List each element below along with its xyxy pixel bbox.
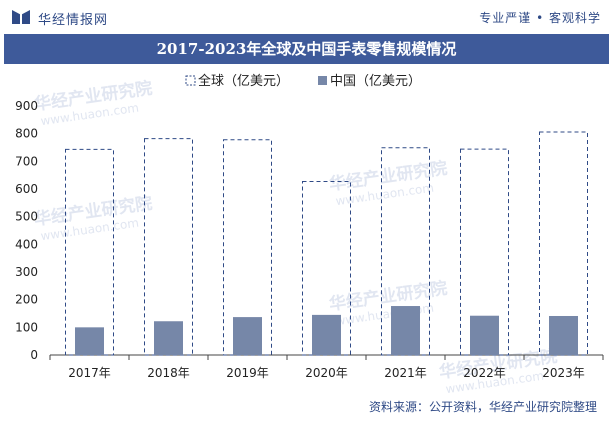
top-bar: 华经情报网 专业严谨 • 客观科学: [0, 0, 613, 34]
x-tick-label: 2020年: [305, 366, 348, 380]
y-tick-label: 300: [15, 265, 38, 279]
y-tick-label: 500: [15, 210, 38, 224]
source-note: 资料来源：公开资料，华经产业研究院整理: [368, 400, 597, 414]
bar-china: [312, 314, 341, 355]
slogan: 专业严谨 • 客观科学: [479, 11, 601, 25]
legend-swatch-global: [185, 75, 196, 86]
bar-china: [470, 315, 499, 355]
bar-china: [75, 327, 104, 355]
bar-china: [233, 317, 262, 355]
x-tick-label: 2021年: [384, 366, 427, 380]
bar-chart: 华经产业研究院www.huaon.com华经产业研究院www.huaon.com…: [15, 73, 604, 394]
y-tick-label: 400: [15, 237, 38, 251]
bar-china: [391, 306, 420, 355]
legend-swatch-china: [318, 76, 327, 85]
x-tick-label: 2022年: [463, 366, 506, 380]
y-tick-label: 900: [15, 99, 38, 113]
brand-name: 华经情报网: [38, 13, 109, 28]
y-tick-label: 100: [15, 320, 38, 334]
logo-icon: [12, 10, 32, 24]
bar-global: [65, 148, 114, 356]
y-tick-label: 600: [15, 182, 38, 196]
bar-global: [381, 147, 430, 356]
x-tick-label: 2019年: [226, 366, 269, 380]
y-tick-label: 0: [30, 348, 38, 362]
legend-label-global: 全球（亿美元）: [198, 73, 289, 89]
x-tick-label: 2023年: [542, 366, 585, 380]
x-tick-label: 2018年: [147, 366, 190, 380]
bar-china: [154, 321, 183, 355]
y-tick-label: 200: [15, 293, 38, 307]
legend-label-china: 中国（亿美元）: [330, 74, 421, 89]
bar-global: [460, 148, 509, 356]
y-tick-label: 700: [15, 154, 38, 168]
y-tick-label: 800: [15, 127, 38, 141]
bar-china: [549, 315, 578, 355]
x-tick-label: 2017年: [68, 366, 111, 380]
chart-title: 2017-2023年全球及中国手表零售规模情况: [4, 34, 609, 64]
